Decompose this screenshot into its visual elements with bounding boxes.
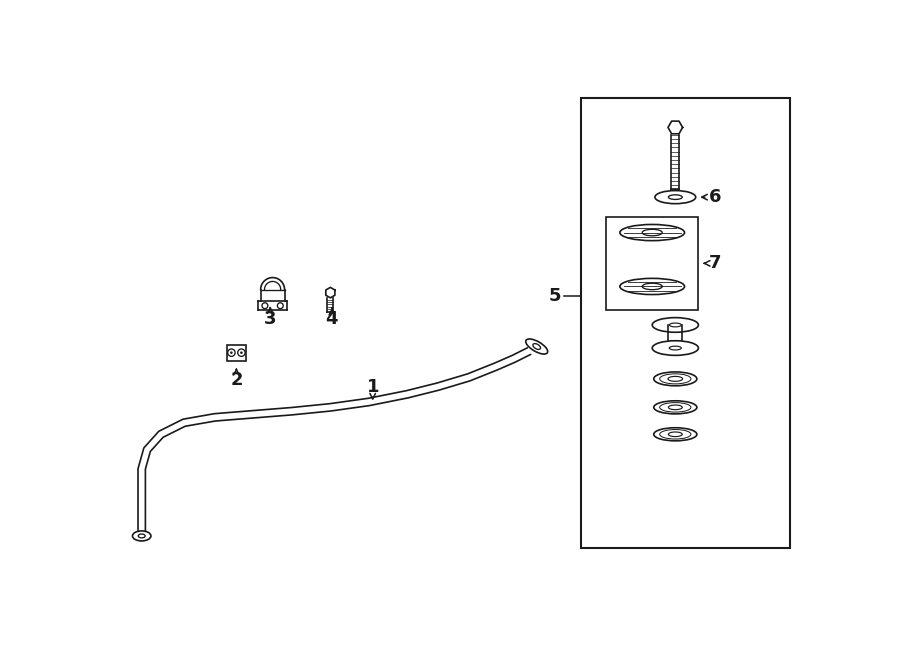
Text: 4: 4 (326, 310, 338, 328)
Bar (606, 217, 698, 309)
Ellipse shape (653, 372, 697, 386)
Ellipse shape (620, 225, 685, 241)
Ellipse shape (652, 318, 698, 332)
Text: 2: 2 (230, 371, 243, 389)
Ellipse shape (653, 428, 697, 441)
Ellipse shape (620, 278, 685, 295)
Text: 7: 7 (709, 254, 722, 272)
Ellipse shape (652, 340, 698, 356)
Circle shape (230, 352, 233, 354)
Text: 1: 1 (366, 377, 379, 395)
Circle shape (240, 352, 243, 354)
Bar (580, 98, 790, 548)
Ellipse shape (655, 190, 696, 204)
Text: 6: 6 (709, 188, 722, 206)
Bar (227, 344, 246, 361)
Text: 3: 3 (264, 310, 276, 328)
Text: 5: 5 (549, 287, 562, 305)
Ellipse shape (653, 401, 697, 414)
Ellipse shape (526, 339, 548, 354)
Ellipse shape (132, 531, 151, 541)
